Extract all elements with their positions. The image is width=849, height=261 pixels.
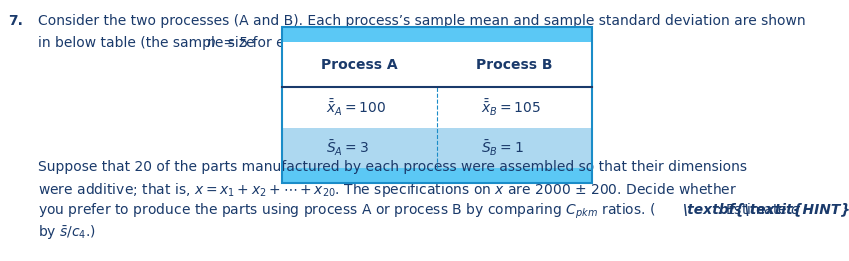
Text: Process A: Process A	[322, 58, 398, 72]
Text: \textbf{\textit{HINT}}: \textbf{\textit{HINT}}	[682, 202, 849, 216]
Text: Consider the two processes (A and B). Each process’s sample mean and sample stan: Consider the two processes (A and B). Ea…	[38, 14, 806, 28]
Bar	[282, 27, 593, 183]
Text: $\bar{\bar{x}}_B = 105$: $\bar{\bar{x}}_B = 105$	[481, 98, 541, 118]
Text: $\bar{S}_A = 3$: $\bar{S}_A = 3$	[326, 139, 368, 158]
Text: = 5 for each process).: = 5 for each process).	[219, 36, 377, 50]
Text: in below table (the sample size: in below table (the sample size	[38, 36, 259, 50]
Bar	[282, 168, 593, 183]
Text: $\bar{S}_B = 1$: $\bar{S}_B = 1$	[481, 139, 524, 158]
Text: were additive; that is, $x = x_1 + x_2 + \cdots + x_{20}$. The specifications on: were additive; that is, $x = x_1 + x_2 +…	[38, 181, 737, 199]
Text: Suppose that 20 of the parts manufactured by each process were assembled so that: Suppose that 20 of the parts manufacture…	[38, 160, 747, 174]
Text: $\bar{\bar{x}}_A = 100$: $\bar{\bar{x}}_A = 100$	[326, 98, 386, 118]
Bar	[282, 42, 593, 87]
Bar	[282, 128, 593, 168]
Text: 7.: 7.	[8, 14, 23, 28]
Text: : Estimate $\sigma$: : Estimate $\sigma$	[716, 202, 801, 217]
Text: you prefer to produce the parts using process A or process B by comparing $C_{pk: you prefer to produce the parts using pr…	[38, 202, 655, 221]
Text: by $\bar{s}/c_4$.): by $\bar{s}/c_4$.)	[38, 223, 96, 241]
Bar	[282, 87, 593, 128]
Bar	[282, 27, 593, 42]
Text: Process B: Process B	[476, 58, 553, 72]
Text: $n$: $n$	[206, 36, 216, 50]
